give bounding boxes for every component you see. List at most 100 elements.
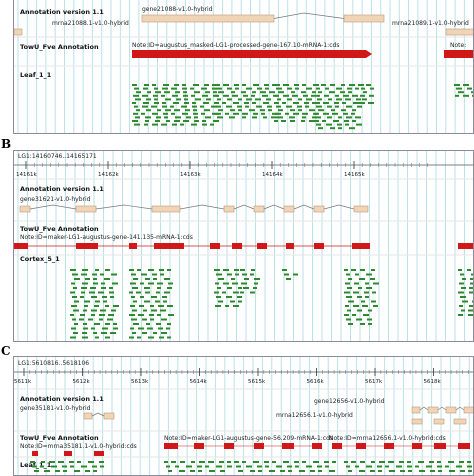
read-alignment — [274, 102, 279, 104]
exon-feature[interactable] — [411, 406, 421, 414]
read-alignment — [253, 461, 259, 463]
read-alignment — [145, 278, 150, 280]
read-alignment — [348, 300, 354, 303]
read-alignment — [448, 461, 454, 463]
exon-feature[interactable] — [151, 205, 181, 213]
read-alignment — [194, 91, 200, 94]
read-alignment — [316, 87, 320, 90]
read-alignment — [159, 269, 164, 271]
read-alignment — [336, 98, 342, 101]
read-alignment — [317, 465, 322, 468]
read-alignment — [280, 470, 285, 472]
intron-line — [419, 406, 429, 411]
exon-feature[interactable] — [445, 28, 474, 36]
exon-feature[interactable] — [223, 205, 235, 213]
read-alignment — [357, 296, 362, 298]
cds-feature[interactable] — [132, 50, 372, 58]
exon-feature[interactable] — [313, 205, 325, 213]
read-alignment — [190, 87, 194, 90]
cds-label-2: Note:ID=maker-LG1-augustus-gene-56.209-m… — [164, 435, 333, 442]
cds-feature[interactable] — [76, 243, 98, 249]
read-alignment — [329, 91, 335, 94]
exon-feature[interactable] — [253, 205, 265, 213]
read-alignment — [154, 98, 158, 101]
cds-feature[interactable] — [64, 451, 72, 456]
read-alignment — [233, 291, 239, 294]
cds-feature[interactable] — [232, 243, 242, 249]
cds-feature[interactable] — [210, 243, 220, 249]
read-alignment — [201, 87, 207, 90]
read-alignment — [161, 94, 165, 97]
read-alignment — [182, 87, 187, 90]
read-alignment — [438, 470, 442, 472]
read-alignment — [163, 84, 169, 86]
exon-feature[interactable] — [353, 205, 369, 213]
cds-model — [14, 243, 474, 249]
cds-feature[interactable] — [257, 243, 267, 249]
exon-feature[interactable] — [445, 406, 457, 414]
read-alignment — [253, 84, 259, 86]
read-alignment — [79, 318, 84, 321]
read-alignment — [199, 461, 205, 463]
read-alignment — [180, 123, 184, 126]
exon-feature[interactable] — [103, 412, 115, 420]
read-alignment — [214, 102, 219, 104]
read-alignment — [361, 300, 365, 303]
cds-feature[interactable] — [94, 451, 104, 456]
read-alignment — [184, 102, 189, 104]
read-alignment — [93, 278, 97, 280]
read-alignment — [343, 94, 349, 97]
read-alignment — [290, 120, 295, 122]
cds-feature[interactable] — [154, 243, 184, 249]
read-alignment — [459, 305, 463, 307]
read-alignment — [334, 102, 339, 104]
read-alignment — [321, 84, 326, 86]
cds-feature[interactable] — [129, 243, 137, 249]
exon-feature[interactable] — [75, 205, 97, 213]
cds-feature[interactable] — [286, 243, 294, 249]
read-alignment — [318, 91, 322, 94]
cds-feature[interactable] — [14, 243, 28, 249]
read-alignment — [143, 309, 147, 312]
read-alignment — [145, 291, 150, 294]
exon-feature[interactable] — [83, 412, 93, 420]
cds-feature[interactable] — [458, 243, 474, 249]
read-alignment — [318, 127, 323, 130]
exon-feature[interactable] — [141, 14, 275, 23]
exon-feature[interactable] — [453, 418, 467, 425]
read-alignment — [72, 273, 78, 276]
exon-feature[interactable] — [411, 418, 423, 425]
read-alignment — [260, 91, 266, 94]
read-alignment — [84, 305, 88, 307]
read-alignment — [105, 269, 110, 271]
read-alignment — [109, 287, 113, 289]
exon-feature[interactable] — [283, 205, 295, 213]
read-alignment — [437, 461, 441, 463]
exon-feature[interactable] — [19, 205, 31, 213]
read-alignment — [146, 98, 151, 101]
cds-feature[interactable] — [444, 50, 474, 58]
read-alignment — [85, 278, 90, 280]
read-alignment — [134, 105, 138, 108]
read-alignment — [454, 84, 460, 86]
read-alignment — [172, 123, 177, 126]
cds-feature[interactable] — [352, 243, 370, 249]
exon-feature[interactable] — [427, 406, 439, 414]
panel-letter-c: C — [1, 344, 11, 358]
read-alignment — [95, 269, 99, 271]
cds-feature[interactable] — [32, 451, 38, 456]
exon-feature[interactable] — [14, 28, 23, 36]
read-alignment — [322, 120, 326, 122]
exon-feature[interactable] — [343, 14, 385, 23]
gene-label: gene31621-v1.0-hybrid — [20, 196, 91, 203]
panel-letter-b: B — [1, 137, 12, 151]
read-alignment — [212, 87, 217, 90]
exon-feature[interactable] — [463, 406, 474, 414]
exon-feature[interactable] — [433, 418, 445, 425]
read-alignment — [211, 105, 217, 108]
read-alignment — [252, 116, 257, 119]
read-alignment — [366, 465, 372, 468]
cds-feature[interactable] — [314, 243, 324, 249]
read-alignment — [140, 296, 144, 298]
read-alignment — [461, 309, 465, 312]
